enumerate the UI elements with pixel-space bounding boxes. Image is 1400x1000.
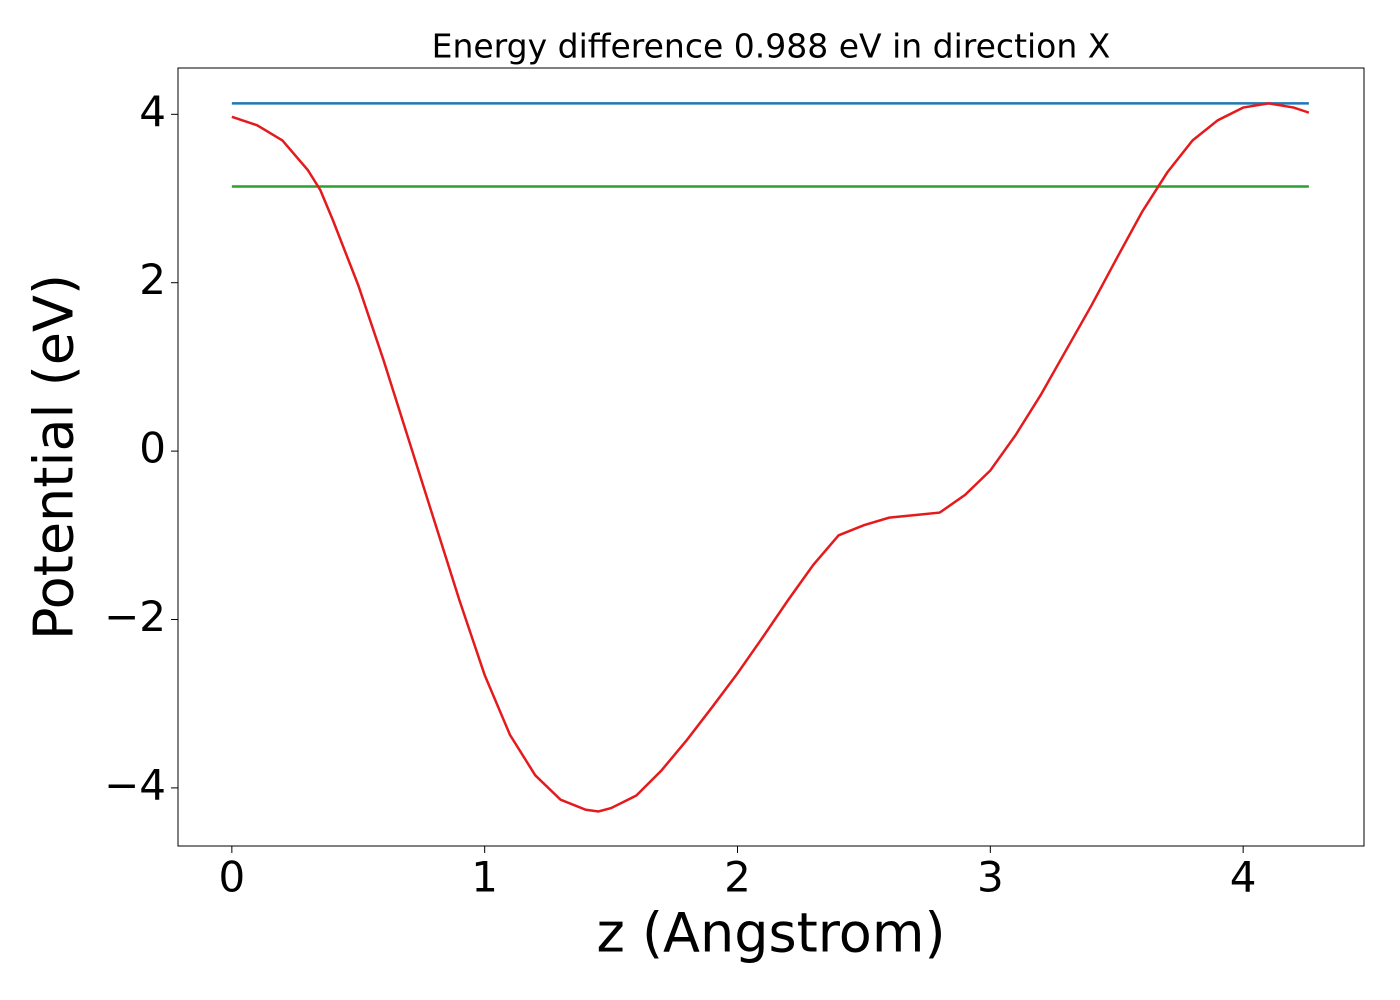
y-axis-label: Potential (eV) (23, 274, 86, 640)
x-tick-label: 4 (1230, 853, 1257, 902)
y-tick-label: 4 (139, 87, 166, 136)
y-tick-label: 0 (139, 424, 166, 473)
x-tick-label: 3 (977, 853, 1004, 902)
x-tick-label: 1 (471, 853, 498, 902)
y-tick-label: 2 (139, 255, 166, 304)
line-series (231, 102, 1310, 813)
y-tick-label: −2 (104, 592, 166, 641)
chart-title: Energy difference 0.988 eV in direction … (432, 27, 1111, 66)
x-axis-label: z (Angstrom) (596, 902, 945, 965)
x-tick-label: 2 (724, 853, 751, 902)
plot-frame (177, 67, 1365, 847)
x-tick-label: 0 (218, 853, 245, 902)
y-tick-label: −4 (104, 760, 166, 809)
